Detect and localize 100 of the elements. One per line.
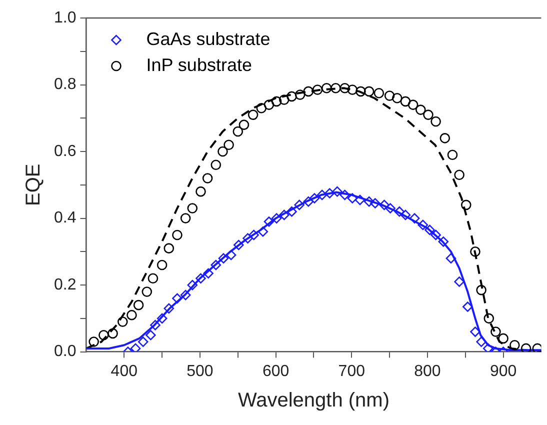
point (133, 300, 144, 310)
point (210, 160, 222, 170)
point (248, 110, 258, 120)
point (218, 146, 228, 157)
point (476, 336, 486, 347)
x-tick-label: 700 (338, 362, 366, 380)
point (238, 120, 250, 130)
point (370, 198, 380, 208)
point (510, 340, 520, 350)
point (324, 188, 335, 198)
point (430, 230, 441, 240)
point (202, 173, 213, 184)
x-tick-label: 600 (262, 362, 290, 380)
point (294, 200, 304, 210)
point (226, 250, 236, 260)
point (460, 200, 472, 210)
point (430, 116, 441, 127)
point (364, 86, 374, 97)
point (164, 243, 174, 254)
point (172, 293, 182, 304)
point (271, 213, 282, 224)
point (374, 88, 384, 98)
point (379, 200, 390, 210)
point (340, 190, 350, 200)
x-tick-label: 400 (110, 362, 138, 380)
point (392, 92, 402, 104)
x-tick-label: 800 (414, 362, 441, 380)
point (364, 196, 374, 207)
point (408, 100, 418, 110)
point (224, 140, 234, 150)
point (286, 91, 297, 102)
point (180, 213, 191, 224)
point (520, 343, 532, 352)
point (454, 276, 464, 287)
point (316, 190, 328, 200)
point (232, 126, 244, 137)
point (172, 230, 182, 240)
point (309, 193, 320, 204)
point (415, 104, 426, 115)
point (446, 253, 456, 264)
point (138, 336, 148, 347)
point (130, 343, 141, 352)
point (498, 333, 508, 344)
point (400, 210, 411, 220)
point (196, 273, 206, 284)
point (156, 260, 168, 270)
point (418, 220, 428, 230)
x-axis-title: Wavelength (nm) (238, 390, 390, 412)
point (98, 330, 109, 340)
point (279, 94, 290, 105)
point (454, 170, 464, 180)
point (271, 96, 282, 107)
point (108, 328, 118, 339)
legend-label: GaAs substrate (146, 28, 270, 49)
point (470, 326, 480, 337)
point (447, 150, 458, 160)
point (248, 230, 259, 240)
point (303, 86, 314, 97)
point (294, 90, 306, 100)
point (142, 286, 152, 297)
point (196, 186, 206, 197)
point (279, 210, 290, 220)
point (234, 240, 244, 250)
point (476, 284, 486, 296)
point (256, 102, 267, 114)
point (303, 196, 314, 207)
y-tick-label: 1.0 (54, 9, 76, 26)
point (347, 193, 358, 204)
point (156, 313, 168, 324)
point (218, 253, 229, 264)
point (354, 194, 366, 206)
point (146, 330, 156, 340)
point (264, 216, 274, 227)
point (286, 206, 297, 217)
point (385, 203, 396, 214)
point (409, 213, 420, 224)
point (356, 86, 366, 97)
point (462, 302, 473, 312)
point (332, 186, 342, 197)
point (340, 82, 350, 94)
x-tick-label: 500 (186, 362, 214, 380)
point (187, 280, 198, 290)
point (321, 82, 332, 94)
point (164, 303, 174, 314)
point (470, 246, 480, 257)
point (264, 100, 274, 110)
y-tick-label: 0.2 (54, 276, 76, 294)
point (150, 320, 160, 330)
y-tick-label: 0.6 (54, 142, 76, 160)
point (126, 310, 137, 320)
legend-label: InP substrate (146, 54, 252, 75)
point (242, 233, 253, 244)
point (484, 313, 494, 324)
point (482, 343, 494, 352)
point (148, 273, 158, 284)
point (187, 203, 198, 214)
point (424, 224, 435, 236)
y-tick-label: 0.8 (54, 76, 76, 94)
point (210, 260, 222, 270)
point (490, 326, 501, 337)
